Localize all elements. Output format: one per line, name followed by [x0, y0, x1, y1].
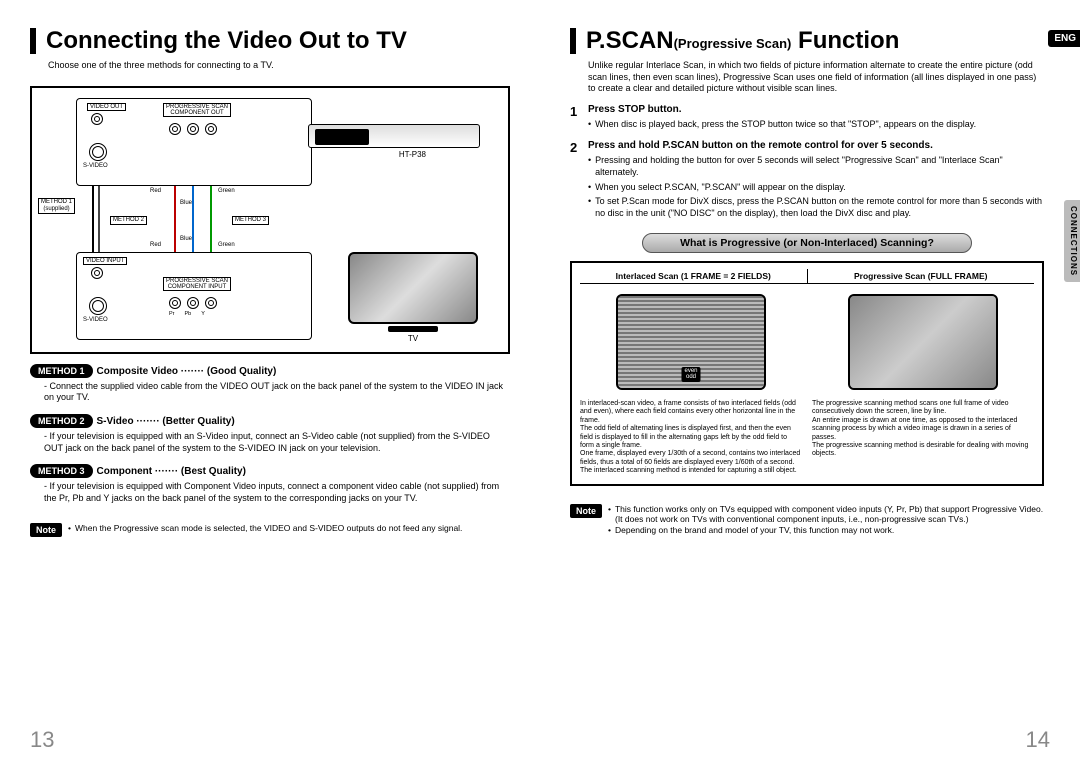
title-bar-right [570, 28, 576, 54]
comp-in-pb [187, 297, 199, 309]
method3-desc: - If your television is equipped with Co… [44, 481, 510, 504]
progressive-thumb [848, 294, 998, 390]
method-3: METHOD 3 Component ······· (Best Quality)… [30, 464, 510, 504]
left-note-text: When the Progressive scan mode is select… [75, 523, 462, 534]
comp-in-y [205, 297, 217, 309]
right-title-row: P.SCAN(Progressive Scan) Function [570, 28, 1044, 54]
interlaced-text: In interlaced-scan video, a frame consis… [580, 400, 802, 476]
video-out-jack [91, 113, 103, 125]
method-2: METHOD 2 S-Video ······· (Better Quality)… [30, 414, 510, 454]
step2-head: Press and hold P.SCAN button on the remo… [588, 140, 1044, 151]
comp-out-label: PROGRESSIVE SCAN COMPONENT OUT [163, 103, 231, 117]
dvd-model-label: HT-P38 [399, 150, 426, 159]
right-page-number: 14 [1026, 727, 1050, 753]
method1-desc: - Connect the supplied video cable from … [44, 381, 510, 404]
step1-num: 1 [570, 104, 582, 130]
title-bar [30, 28, 36, 54]
right-page: ENG CONNECTIONS P.SCAN(Progressive Scan)… [540, 0, 1080, 763]
method2-desc: - If your television is equipped with an… [44, 431, 510, 454]
color-green-top: Green [218, 188, 235, 194]
rnote-b1: This function works only on TVs equipped… [615, 504, 1044, 525]
right-title: P.SCAN(Progressive Scan) Function [586, 28, 899, 54]
head-progressive: Progressive Scan (FULL FRAME) [808, 269, 1035, 283]
left-page-number: 13 [30, 727, 54, 753]
method1-title: Composite Video ······· (Good Quality) [97, 366, 277, 377]
svideo-out-label: S-VIDEO [83, 163, 108, 169]
color-green-bot: Green [218, 242, 235, 248]
wire-method2 [98, 186, 100, 252]
svideo-out-jack [89, 143, 107, 161]
comp-in-pr [169, 297, 181, 309]
video-out-label: VIDEO OUT [87, 103, 126, 111]
note-badge: Note [30, 523, 62, 537]
method2-tag: METHOD 2 [110, 216, 147, 225]
method3-tag: METHOD 3 [232, 216, 269, 225]
dvd-player-icon [308, 124, 480, 148]
tv-icon: TV [348, 252, 478, 338]
method2-title: S-Video ······· (Better Quality) [97, 416, 235, 427]
title-sub: (Progressive Scan) [674, 36, 792, 51]
wire-green [210, 186, 212, 252]
jack-pb: Pb [185, 311, 192, 317]
svideo-in-jack [89, 297, 107, 315]
head-interlaced: Interlaced Scan (1 FRAME = 2 FIELDS) [580, 269, 808, 283]
explainer-pill: What is Progressive (or Non-Interlaced) … [642, 233, 972, 253]
svideo-in-label: S-VIDEO [83, 317, 108, 323]
jack-y: Y [201, 311, 205, 317]
even-odd-label: even odd [681, 367, 700, 382]
right-note: Note •This function works only on TVs eq… [570, 504, 1044, 536]
wire-blue [192, 186, 194, 252]
video-in-jack [91, 267, 103, 279]
left-page: Connecting the Video Out to TV Choose on… [0, 0, 540, 763]
step1-head: Press STOP button. [588, 104, 1044, 115]
progressive-text: The progressive scanning method scans on… [812, 400, 1034, 476]
tv-panel: VIDEO INPUT S-VIDEO PROGRESSIVE SCAN COM… [76, 252, 312, 340]
title-function: Function [791, 27, 899, 54]
title-pscan: P.SCAN [586, 27, 674, 54]
comp-out-pr [169, 123, 181, 135]
step2-b2: When you select P.SCAN, "P.SCAN" will ap… [595, 181, 846, 193]
method1-badge: METHOD 1 [30, 364, 93, 378]
note-badge-right: Note [570, 504, 602, 518]
step2-b1: Pressing and holding the button for over… [595, 154, 1044, 178]
connection-diagram: VIDEO OUT S-VIDEO PROGRESSIVE SCAN COMPO… [30, 86, 510, 354]
section-tab: CONNECTIONS [1064, 200, 1080, 282]
wire-red [174, 186, 176, 252]
color-blue-bot: Blue [180, 236, 192, 242]
step-2: 2 Press and hold P.SCAN button on the re… [570, 140, 1044, 219]
method-1: METHOD 1 Composite Video ······· (Good Qu… [30, 364, 510, 404]
left-note: Note •When the Progressive scan mode is … [30, 523, 510, 537]
tv-label: TV [348, 334, 478, 343]
interlaced-thumb: even odd [616, 294, 766, 390]
comp-out-pb [187, 123, 199, 135]
method2-badge: METHOD 2 [30, 414, 93, 428]
step2-num: 2 [570, 140, 582, 219]
step-1: 1 Press STOP button. •When disc is playe… [570, 104, 1044, 130]
color-red-bot: Red [150, 242, 161, 248]
video-input-label: VIDEO INPUT [83, 257, 127, 265]
step1-b1: When disc is played back, press the STOP… [595, 118, 976, 130]
wire-method1 [92, 186, 94, 252]
source-panel: VIDEO OUT S-VIDEO PROGRESSIVE SCAN COMPO… [76, 98, 312, 186]
method1-tag: METHOD 1 (supplied) [38, 198, 75, 214]
jack-pr: Pr [169, 311, 175, 317]
step2-b3: To set P.Scan mode for DivX discs, press… [595, 195, 1044, 219]
method3-badge: METHOD 3 [30, 464, 93, 478]
language-badge: ENG [1048, 30, 1080, 47]
left-intro: Choose one of the three methods for conn… [48, 60, 510, 71]
color-blue-top: Blue [180, 200, 192, 206]
compare-box: Interlaced Scan (1 FRAME = 2 FIELDS) Pro… [570, 261, 1044, 486]
rnote-b2: Depending on the brand and model of your… [615, 525, 894, 536]
comp-in-label: PROGRESSIVE SCAN COMPONENT INPUT [163, 277, 231, 291]
left-title: Connecting the Video Out to TV [46, 28, 407, 54]
method3-title: Component ······· (Best Quality) [97, 466, 246, 477]
comp-out-y [205, 123, 217, 135]
color-red-top: Red [150, 188, 161, 194]
left-title-row: Connecting the Video Out to TV [30, 28, 510, 54]
right-intro: Unlike regular Interlace Scan, in which … [588, 60, 1044, 94]
